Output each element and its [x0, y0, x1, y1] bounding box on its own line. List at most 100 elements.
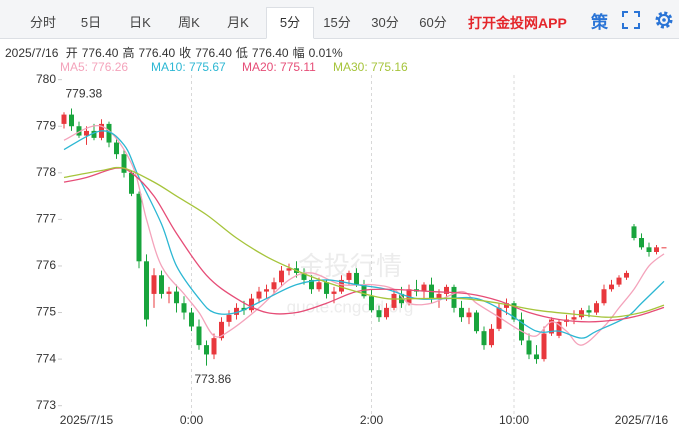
legend-entry: MA10: 775.67 [151, 60, 226, 74]
candle-body [249, 298, 254, 311]
candle-body [271, 282, 277, 290]
candle-body [526, 340, 532, 355]
candle-body [181, 303, 187, 313]
quote-label: 开 [65, 46, 78, 60]
tab[interactable]: 日K [129, 15, 151, 30]
candle-body [534, 354, 539, 360]
y-tick-label: 774 [36, 351, 56, 365]
candle-body [204, 345, 209, 355]
tab[interactable]: 15分 [323, 15, 351, 30]
candle-body [616, 277, 622, 285]
candle-body [151, 275, 157, 294]
quote-label: 高 [122, 46, 135, 60]
min-label: 773.86 [195, 372, 232, 386]
watermark: quote.cngold.org [287, 297, 414, 316]
candle-body [121, 154, 127, 173]
quote-label: 幅 [292, 46, 305, 60]
tab[interactable]: 60分 [419, 15, 447, 30]
candle-body [556, 321, 562, 336]
candle-body [436, 293, 442, 299]
toolbar-icons [622, 11, 673, 29]
candle-body [594, 303, 599, 313]
candle-body [339, 279, 344, 292]
candle-body [661, 247, 667, 249]
y-tick-label: 778 [36, 165, 56, 179]
candle-body [354, 272, 359, 285]
tab[interactable]: 30分 [371, 15, 399, 30]
y-tick-label: 776 [36, 258, 56, 272]
y-tick-label: 779 [36, 118, 56, 132]
legend-entry: MA5: 776.26 [60, 60, 129, 74]
candle-body [76, 126, 82, 136]
tab[interactable]: 5分 [266, 7, 314, 39]
x-tick-label: 2025/7/16 [615, 413, 669, 427]
candle-body [69, 114, 74, 127]
candle-body [504, 303, 509, 308]
y-tick-label: 775 [36, 305, 56, 319]
tab[interactable]: 5日 [80, 15, 102, 30]
y-tick-label: 780 [36, 72, 56, 86]
quote-value: 776.40 [195, 46, 232, 60]
candle-body [496, 307, 502, 329]
candle-body [106, 123, 112, 143]
candle-body [84, 130, 89, 136]
candle-body [159, 275, 164, 294]
candle-body [144, 261, 149, 320]
candle-body [219, 321, 224, 339]
candle-body [444, 286, 449, 294]
candle-body [369, 296, 374, 311]
quote-line: 2025/7/16 开 776.40 高 776.40 收 776.40 低 776.40 幅 0… [5, 44, 347, 61]
ma-line [63, 167, 665, 323]
x-tick-label: 2:00 [360, 413, 384, 427]
candle-body [136, 193, 142, 262]
quote-value: 776.40 [138, 46, 176, 60]
candle-body [174, 291, 179, 304]
candle-body [459, 307, 464, 318]
quote-value: 776.40 [81, 46, 119, 60]
tab[interactable]: 分时 [29, 15, 56, 30]
candle-body [376, 310, 382, 318]
candle-body [384, 307, 389, 318]
candle-body [264, 289, 269, 292]
ma-line [63, 130, 665, 339]
ma-line [63, 166, 665, 318]
settings-icon[interactable] [655, 11, 673, 29]
y-tick-label: 777 [36, 212, 56, 226]
x-tick-label: 2025/7/15 [60, 413, 114, 427]
candle-body [61, 114, 67, 124]
tab[interactable]: 周K [178, 15, 200, 30]
legend-entry: MA20: 775.11 [242, 60, 316, 74]
candle-body [286, 268, 292, 271]
candle-body [211, 338, 217, 355]
ma-line [63, 124, 665, 346]
candle-body [571, 317, 577, 320]
candle-body [391, 293, 397, 308]
fullscreen-icon[interactable] [622, 11, 640, 29]
candle-body [579, 310, 584, 318]
candle-body [654, 247, 659, 252]
candle-body [609, 284, 614, 290]
app-link[interactable]: 打开金投网APP [468, 15, 567, 31]
candle-body [624, 272, 629, 278]
candle-body [226, 314, 232, 322]
x-tick-label: 10:00 [499, 413, 529, 427]
toolbar: 分时 5日 日K 周K 月K 5分 15分 30分 60分 打开金投网APP 策 [0, 0, 679, 39]
candle-body [196, 326, 202, 346]
candle-body [519, 319, 524, 341]
quote-value: 0.01% [308, 46, 343, 60]
quote-label: 低 [235, 46, 248, 60]
strategy-button[interactable]: 策 [591, 13, 608, 32]
candle-body [646, 247, 652, 252]
quote-label: 收 [179, 46, 192, 60]
candle-body [346, 272, 352, 280]
candle-body [451, 286, 457, 308]
quote-date: 2025/7/16 [5, 46, 59, 60]
candle-body [586, 310, 592, 313]
tab[interactable]: 月K [227, 15, 249, 30]
candle-body [466, 312, 472, 318]
candle-body [631, 226, 637, 239]
legend-entry: MA30: 775.16 [333, 60, 408, 74]
candle-body [256, 291, 262, 299]
candle-body [234, 307, 239, 315]
